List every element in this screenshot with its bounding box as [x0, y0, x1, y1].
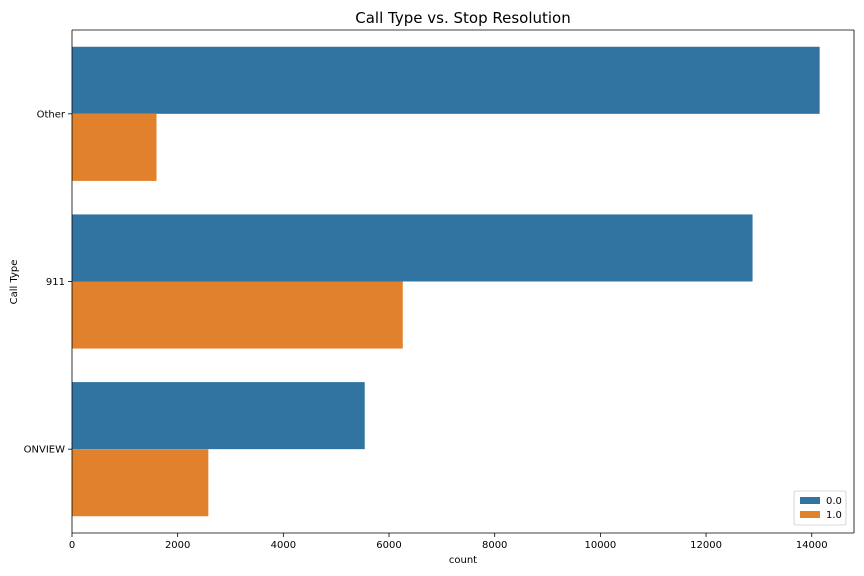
legend-swatch	[800, 511, 820, 518]
bars-layer	[72, 46, 820, 517]
x-tick-label: 8000	[482, 540, 507, 551]
legend-label: 1.0	[826, 510, 842, 521]
ticks-layer: 0 2000 4000 6000 8000 10000 12000 14000 Other 911…	[24, 109, 828, 551]
legend-label: 0.0	[826, 496, 842, 507]
x-tick-label: 4000	[271, 540, 296, 551]
y-tick-label: ONVIEW	[24, 445, 65, 456]
x-tick-label: 12000	[690, 540, 722, 551]
legend-swatch	[800, 497, 820, 504]
chart-title: Call Type vs. Stop Resolution	[355, 9, 570, 27]
x-tick-label: 0	[69, 540, 75, 551]
x-tick-label: 2000	[165, 540, 190, 551]
x-axis-label: count	[449, 555, 477, 566]
y-tick-label: 911	[46, 277, 65, 288]
bar-911-series-1	[72, 281, 403, 349]
bar-other-series-0	[72, 46, 820, 114]
y-axis-label: Call Type	[9, 260, 20, 305]
bar-911-series-0	[72, 214, 753, 282]
bar-other-series-1	[72, 113, 157, 181]
x-tick-label: 14000	[796, 540, 828, 551]
x-tick-label: 6000	[376, 540, 401, 551]
legend: 0.01.0	[793, 490, 847, 526]
bar-onview-series-0	[72, 382, 365, 450]
x-tick-label: 10000	[584, 540, 616, 551]
bar-onview-series-1	[72, 449, 209, 517]
y-tick-label: Other	[37, 109, 66, 120]
